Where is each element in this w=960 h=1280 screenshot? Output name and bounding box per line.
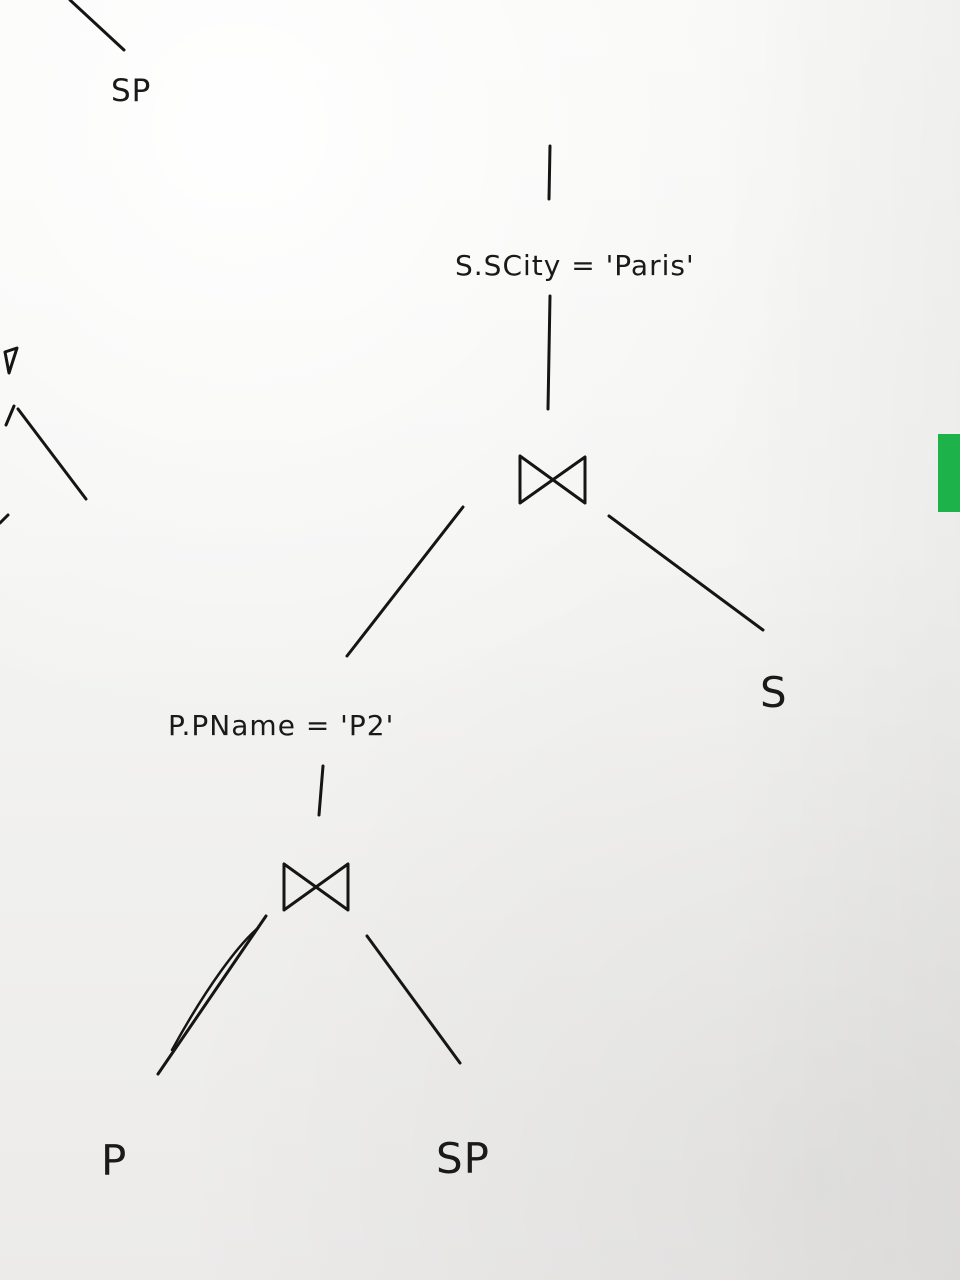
bottom-left-leaf-label: P xyxy=(101,1136,127,1185)
upper-edge-2 xyxy=(546,294,552,411)
upper-right-edge xyxy=(607,514,765,632)
lower-join-symbol xyxy=(282,862,350,912)
left-fragment-branch-b xyxy=(16,407,88,501)
left-fragment-tail xyxy=(0,513,10,525)
top-select-label: S.SCity = 'Paris' xyxy=(455,249,695,282)
top-left-branch xyxy=(68,0,126,52)
bottom-right-leaf-label: SP xyxy=(436,1134,490,1183)
top-sp-label: SP xyxy=(111,73,151,109)
green-tab xyxy=(938,434,960,512)
left-select-label: P.PName = 'P2' xyxy=(168,709,394,742)
upper-left-edge xyxy=(345,505,465,658)
lower-right-edge xyxy=(365,934,462,1065)
right-leaf-label: S xyxy=(760,668,788,717)
lower-left-edge-doublestroke xyxy=(170,926,260,1052)
upper-edge-1 xyxy=(547,144,552,201)
left-fragment-branch-a xyxy=(4,404,16,427)
lower-left-edge-main xyxy=(156,914,268,1076)
left-fragment-triangle xyxy=(3,346,19,375)
lower-edge-1 xyxy=(317,764,325,817)
upper-join-symbol xyxy=(518,454,587,505)
